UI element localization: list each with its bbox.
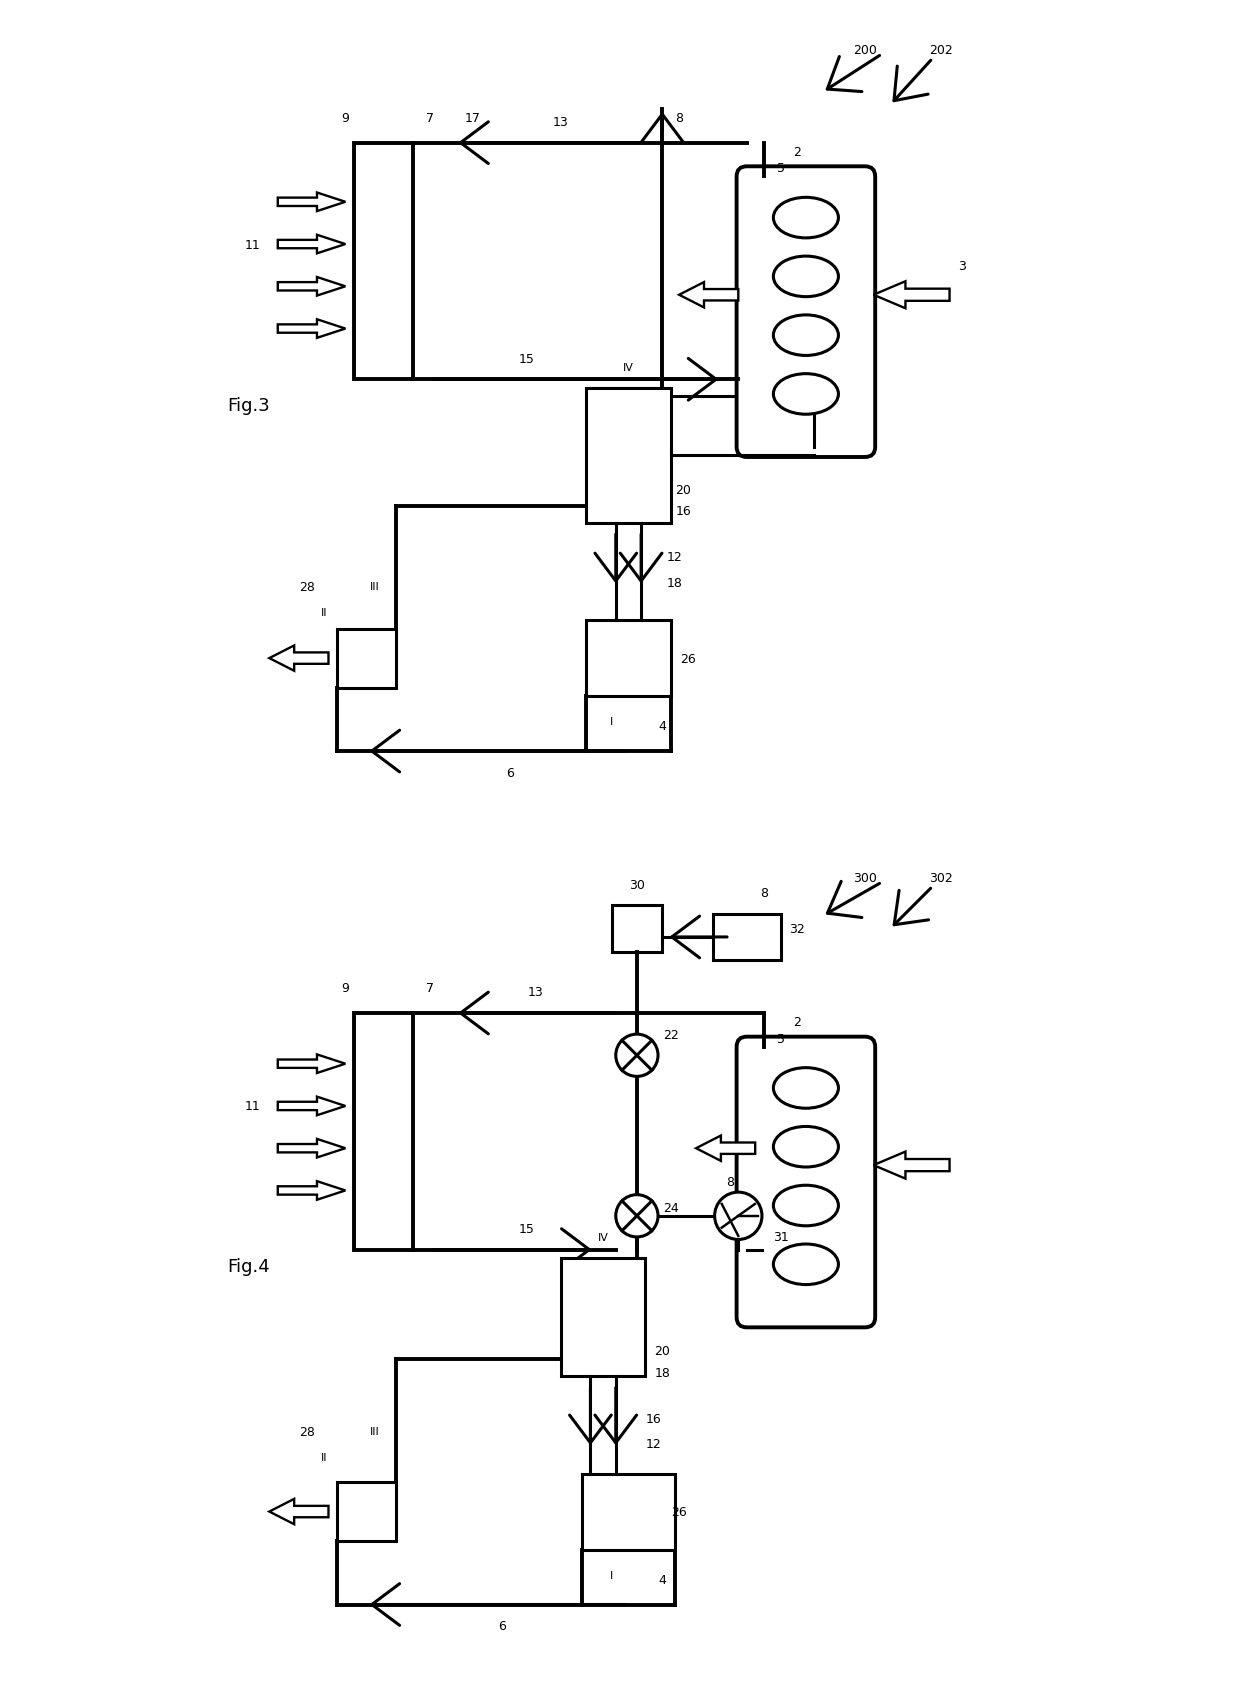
Ellipse shape [774,257,838,297]
Text: 13: 13 [553,117,569,128]
Bar [713,914,780,961]
FancyBboxPatch shape [737,1037,875,1328]
Text: 8: 8 [675,111,683,125]
Text: II: II [321,608,327,616]
Text: 8: 8 [725,1176,734,1189]
Bar [582,1473,675,1551]
Text: 17: 17 [464,111,480,125]
Text: 7: 7 [425,981,434,995]
Text: 7: 7 [425,111,434,125]
Text: 8: 8 [760,887,768,900]
Text: IV: IV [598,1233,609,1241]
Text: 5: 5 [776,162,785,176]
Circle shape [616,1196,658,1236]
Text: 16: 16 [676,505,691,517]
Ellipse shape [774,316,838,356]
Polygon shape [278,1138,346,1159]
Text: 20: 20 [655,1344,670,1358]
Ellipse shape [774,1127,838,1167]
Bar [611,905,662,953]
Bar [353,1013,413,1250]
Text: 30: 30 [629,878,645,892]
Text: 31: 31 [773,1231,789,1243]
Text: I: I [610,718,613,726]
Ellipse shape [774,1067,838,1108]
Text: 26: 26 [680,652,696,665]
Text: 9: 9 [341,981,350,995]
Text: 300: 300 [853,872,877,885]
Text: III: III [370,1427,379,1436]
Bar [587,620,671,696]
Text: 32: 32 [790,922,805,936]
Text: 6: 6 [506,767,515,779]
Text: 28: 28 [299,581,315,593]
Text: Fig.4: Fig.4 [227,1258,269,1275]
Polygon shape [278,1054,346,1074]
Bar [337,1483,396,1540]
Text: 24: 24 [663,1201,678,1214]
Polygon shape [873,1152,950,1179]
Polygon shape [873,282,950,309]
Polygon shape [278,193,346,211]
Polygon shape [278,1098,346,1115]
Text: 5: 5 [776,1032,785,1045]
Polygon shape [680,282,738,307]
Circle shape [714,1192,761,1240]
Text: 12: 12 [646,1437,662,1451]
Text: 2: 2 [794,145,801,159]
Text: 12: 12 [667,551,683,564]
Ellipse shape [774,1186,838,1226]
Polygon shape [269,645,329,671]
Text: I: I [610,1571,613,1579]
Text: 22: 22 [663,1029,678,1040]
Text: 202: 202 [929,44,954,57]
Bar [587,388,671,524]
Text: 28: 28 [299,1426,315,1437]
Ellipse shape [774,1245,838,1285]
Text: 3: 3 [959,260,966,272]
Polygon shape [278,319,346,338]
Text: 13: 13 [528,986,543,998]
Text: 9: 9 [341,111,350,125]
Text: 200: 200 [853,44,877,57]
Text: 15: 15 [520,353,534,365]
Text: 20: 20 [676,483,692,497]
Text: IV: IV [622,363,634,372]
Text: 18: 18 [667,576,683,589]
Polygon shape [278,277,346,297]
Text: 16: 16 [646,1412,662,1426]
Polygon shape [696,1135,755,1162]
Text: 4: 4 [658,720,666,733]
Text: 15: 15 [520,1223,534,1235]
Text: 18: 18 [655,1366,670,1378]
Ellipse shape [774,198,838,238]
Ellipse shape [774,375,838,415]
Text: 4: 4 [658,1572,666,1586]
Text: 2: 2 [794,1015,801,1029]
Text: 6: 6 [497,1620,506,1632]
Polygon shape [278,235,346,253]
Text: III: III [370,583,379,591]
Bar [560,1258,645,1377]
FancyBboxPatch shape [737,167,875,458]
Text: 26: 26 [671,1505,687,1518]
Polygon shape [269,1500,329,1523]
Text: 302: 302 [929,872,954,885]
Polygon shape [278,1182,346,1199]
Text: II: II [321,1453,327,1461]
Circle shape [616,1034,658,1078]
Text: 11: 11 [244,1100,260,1113]
Text: Fig.3: Fig.3 [227,397,269,414]
Bar [353,144,413,380]
Bar [337,628,396,689]
Text: 11: 11 [244,238,260,252]
